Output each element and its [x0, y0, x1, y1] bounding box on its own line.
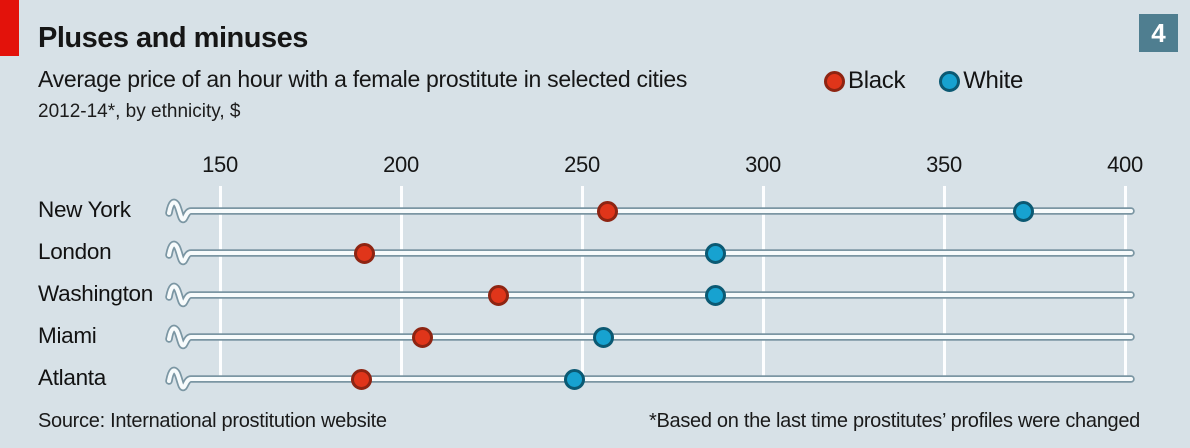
axis-track: [165, 240, 1135, 266]
axis-track: [165, 282, 1135, 308]
legend-dot-white-icon: [939, 70, 961, 92]
gridline: [761, 186, 765, 377]
axis-track: [165, 198, 1135, 224]
dot-white: [593, 326, 615, 348]
dot-white: [564, 368, 586, 390]
page-title: Pluses and minuses: [38, 22, 308, 54]
city-label: Miami: [38, 323, 97, 348]
x-tick-label: 400: [1107, 152, 1143, 177]
dot-white: [705, 284, 727, 306]
city-label: New York: [38, 197, 131, 222]
legend: Black White: [824, 67, 1023, 95]
gridline: [942, 186, 946, 377]
x-tick-label: 150: [202, 152, 238, 177]
dot-white: [705, 242, 727, 264]
chart-subtitle: Average price of an hour with a female p…: [38, 66, 688, 92]
dot-black: [412, 326, 434, 348]
gridline: [399, 186, 403, 377]
dot-white: [1013, 200, 1035, 222]
x-tick-label: 350: [926, 152, 962, 177]
x-tick-label: 200: [383, 152, 419, 177]
axis-track: [165, 324, 1135, 350]
gridline: [1123, 186, 1127, 377]
source-note: Source: International prostitution websi…: [38, 410, 387, 432]
city-label: Washington: [38, 281, 153, 306]
accent-bar: [0, 0, 19, 56]
chart-unit-note: 2012-14*, by ethnicity, $: [38, 101, 241, 122]
dot-black: [354, 242, 376, 264]
city-label: London: [38, 239, 112, 264]
legend-label-black: Black: [848, 67, 906, 94]
city-label: Atlanta: [38, 365, 106, 390]
page-number-badge: 4: [1139, 14, 1178, 52]
dot-black: [488, 284, 510, 306]
x-tick-label: 250: [564, 152, 600, 177]
legend-label-white: White: [963, 67, 1024, 94]
gridline: [580, 186, 584, 377]
legend-dot-black-icon: [824, 70, 845, 92]
legend-item-black: Black: [824, 67, 906, 95]
axis-track: [165, 366, 1135, 392]
x-tick-label: 300: [745, 152, 781, 177]
gridline: [218, 186, 222, 377]
legend-item-white: White: [939, 67, 1023, 95]
footnote: *Based on the last time prostitutes’ pro…: [648, 410, 1140, 432]
dot-black: [350, 368, 372, 390]
dot-black: [596, 200, 618, 222]
